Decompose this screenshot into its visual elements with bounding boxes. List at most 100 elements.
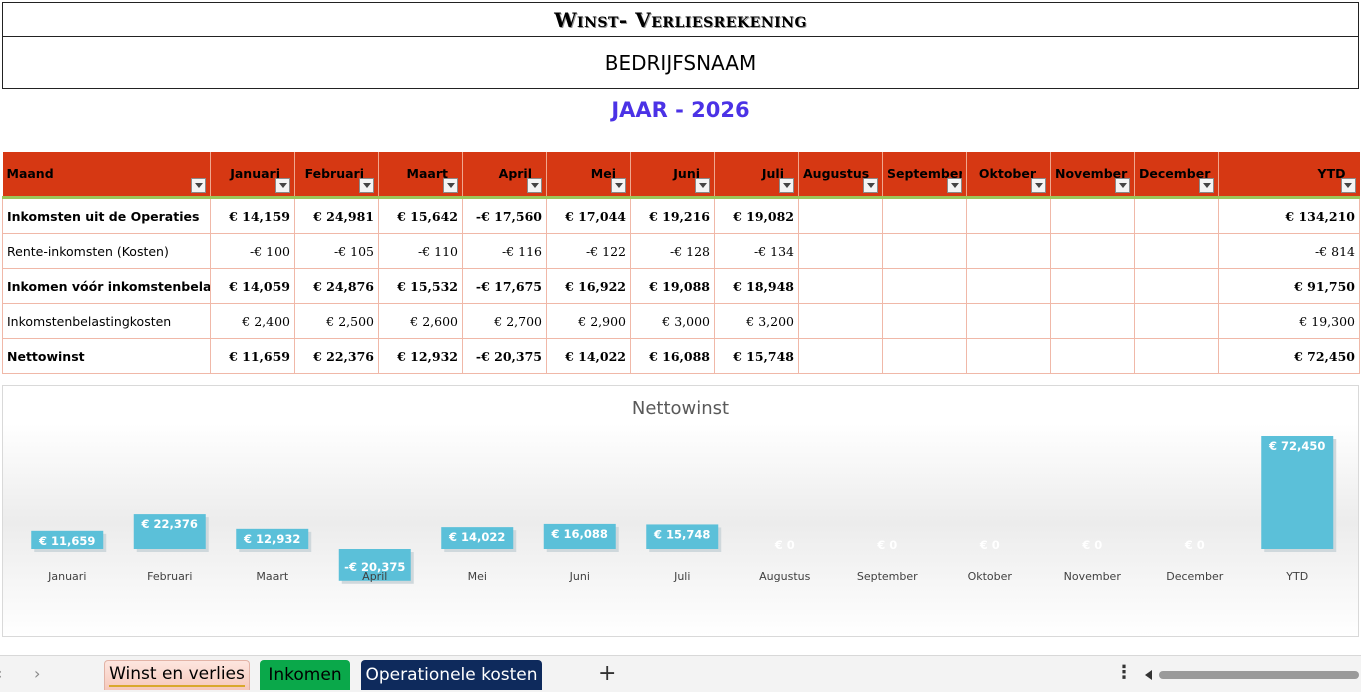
bar-april[interactable]: [338, 549, 411, 581]
row-label[interactable]: Inkomen vóór inkomstenbelasting: [2, 268, 211, 304]
table-cell[interactable]: [798, 268, 883, 304]
table-cell[interactable]: -€ 110: [378, 233, 463, 269]
table-cell[interactable]: [798, 233, 883, 269]
table-cell[interactable]: -€ 134: [714, 233, 799, 269]
bar-januari[interactable]: [31, 530, 104, 549]
table-cell[interactable]: € 14,022: [546, 338, 631, 374]
table-cell[interactable]: [966, 303, 1051, 339]
table-cell[interactable]: € 24,876: [294, 268, 379, 304]
table-cell[interactable]: [882, 303, 967, 339]
table-cell[interactable]: € 3,000: [630, 303, 715, 339]
more-vertical-icon[interactable]: ⋮: [1115, 662, 1133, 683]
table-cell[interactable]: € 2,600: [378, 303, 463, 339]
filter-dropdown-icon[interactable]: [779, 178, 794, 193]
table-cell[interactable]: € 14,059: [210, 268, 295, 304]
table-cell[interactable]: € 2,400: [210, 303, 295, 339]
filter-dropdown-icon[interactable]: [275, 178, 290, 193]
table-cell[interactable]: [1134, 233, 1219, 269]
table-cell[interactable]: € 15,532: [378, 268, 463, 304]
table-cell[interactable]: [966, 268, 1051, 304]
table-cell[interactable]: € 12,932: [378, 338, 463, 374]
table-cell[interactable]: [798, 303, 883, 339]
table-cell[interactable]: -€ 122: [546, 233, 631, 269]
tab-inkomen[interactable]: Inkomen: [260, 660, 350, 690]
filter-dropdown-icon[interactable]: [443, 178, 458, 193]
table-cell[interactable]: € 11,659: [210, 338, 295, 374]
filter-dropdown-icon[interactable]: [695, 178, 710, 193]
bar-juli[interactable]: [646, 524, 719, 549]
table-cell[interactable]: € 91,750: [1218, 268, 1360, 304]
table-cell[interactable]: [1134, 303, 1219, 339]
table-cell[interactable]: [1050, 268, 1135, 304]
table-cell[interactable]: € 2,700: [462, 303, 547, 339]
row-label[interactable]: Rente-inkomsten (Kosten): [2, 233, 211, 269]
tab-winst-en-verlies[interactable]: Winst en verlies: [104, 660, 250, 690]
table-cell[interactable]: -€ 17,675: [462, 268, 547, 304]
chevron-right-icon[interactable]: ›: [34, 664, 41, 683]
table-cell[interactable]: -€ 100: [210, 233, 295, 269]
table-cell[interactable]: [798, 338, 883, 374]
table-cell[interactable]: € 19,300: [1218, 303, 1360, 339]
table-cell[interactable]: -€ 17,560: [462, 197, 547, 234]
table-cell[interactable]: [882, 197, 967, 234]
filter-dropdown-icon[interactable]: [1031, 178, 1046, 193]
table-cell[interactable]: € 19,088: [630, 268, 715, 304]
table-cell[interactable]: -€ 128: [630, 233, 715, 269]
table-cell[interactable]: [1050, 303, 1135, 339]
plus-icon[interactable]: +: [598, 661, 617, 686]
table-cell[interactable]: € 19,082: [714, 197, 799, 234]
tab-operationele-kosten[interactable]: Operationele kosten: [361, 660, 542, 690]
table-cell[interactable]: € 134,210: [1218, 197, 1360, 234]
table-cell[interactable]: [882, 233, 967, 269]
table-cell[interactable]: -€ 814: [1218, 233, 1360, 269]
table-cell[interactable]: € 2,900: [546, 303, 631, 339]
scrollbar-thumb[interactable]: [1159, 671, 1359, 679]
table-cell[interactable]: € 15,642: [378, 197, 463, 234]
table-cell[interactable]: [1134, 197, 1219, 234]
row-label[interactable]: Nettowinst: [2, 338, 211, 374]
table-cell[interactable]: [966, 233, 1051, 269]
bar-maart[interactable]: [236, 528, 309, 549]
company-name[interactable]: BEDRIJFSNAAM: [2, 36, 1359, 89]
table-cell[interactable]: € 3,200: [714, 303, 799, 339]
filter-dropdown-icon[interactable]: [1115, 178, 1130, 193]
row-label[interactable]: Inkomsten uit de Operaties: [2, 197, 211, 234]
filter-dropdown-icon[interactable]: [191, 178, 206, 193]
table-cell[interactable]: [1134, 338, 1219, 374]
table-cell[interactable]: [882, 338, 967, 374]
table-cell[interactable]: [1050, 338, 1135, 374]
table-cell[interactable]: € 22,376: [294, 338, 379, 374]
table-cell[interactable]: € 14,159: [210, 197, 295, 234]
bar-mei[interactable]: [441, 527, 514, 549]
table-cell[interactable]: [966, 197, 1051, 234]
filter-dropdown-icon[interactable]: [1199, 178, 1214, 193]
horizontal-scrollbar[interactable]: [1143, 670, 1361, 680]
table-cell[interactable]: [1050, 197, 1135, 234]
table-cell[interactable]: € 24,981: [294, 197, 379, 234]
table-cell[interactable]: -€ 116: [462, 233, 547, 269]
table-cell[interactable]: [1134, 268, 1219, 304]
table-cell[interactable]: -€ 20,375: [462, 338, 547, 374]
nettowinst-chart[interactable]: Nettowinst € 11,659 Januari € 22,376 Februa…: [2, 385, 1359, 637]
table-cell[interactable]: [966, 338, 1051, 374]
table-cell[interactable]: € 18,948: [714, 268, 799, 304]
filter-dropdown-icon[interactable]: [611, 178, 626, 193]
table-cell[interactable]: € 16,088: [630, 338, 715, 374]
scroll-left-icon[interactable]: [1145, 670, 1152, 680]
table-cell[interactable]: € 17,044: [546, 197, 631, 234]
table-cell[interactable]: -€ 105: [294, 233, 379, 269]
bar-juni[interactable]: [543, 523, 616, 549]
bar-ytd[interactable]: [1261, 436, 1334, 549]
table-cell[interactable]: [882, 268, 967, 304]
bar-februari[interactable]: [133, 514, 206, 549]
table-cell[interactable]: [1050, 233, 1135, 269]
filter-dropdown-icon[interactable]: [1340, 178, 1356, 193]
row-label[interactable]: Inkomstenbelastingkosten: [2, 303, 211, 339]
table-cell[interactable]: € 19,216: [630, 197, 715, 234]
table-cell[interactable]: € 72,450: [1218, 338, 1360, 374]
filter-dropdown-icon[interactable]: [947, 178, 962, 193]
table-cell[interactable]: € 2,500: [294, 303, 379, 339]
filter-dropdown-icon[interactable]: [863, 178, 878, 193]
chevron-left-icon[interactable]: ‹: [0, 664, 2, 683]
table-cell[interactable]: € 15,748: [714, 338, 799, 374]
